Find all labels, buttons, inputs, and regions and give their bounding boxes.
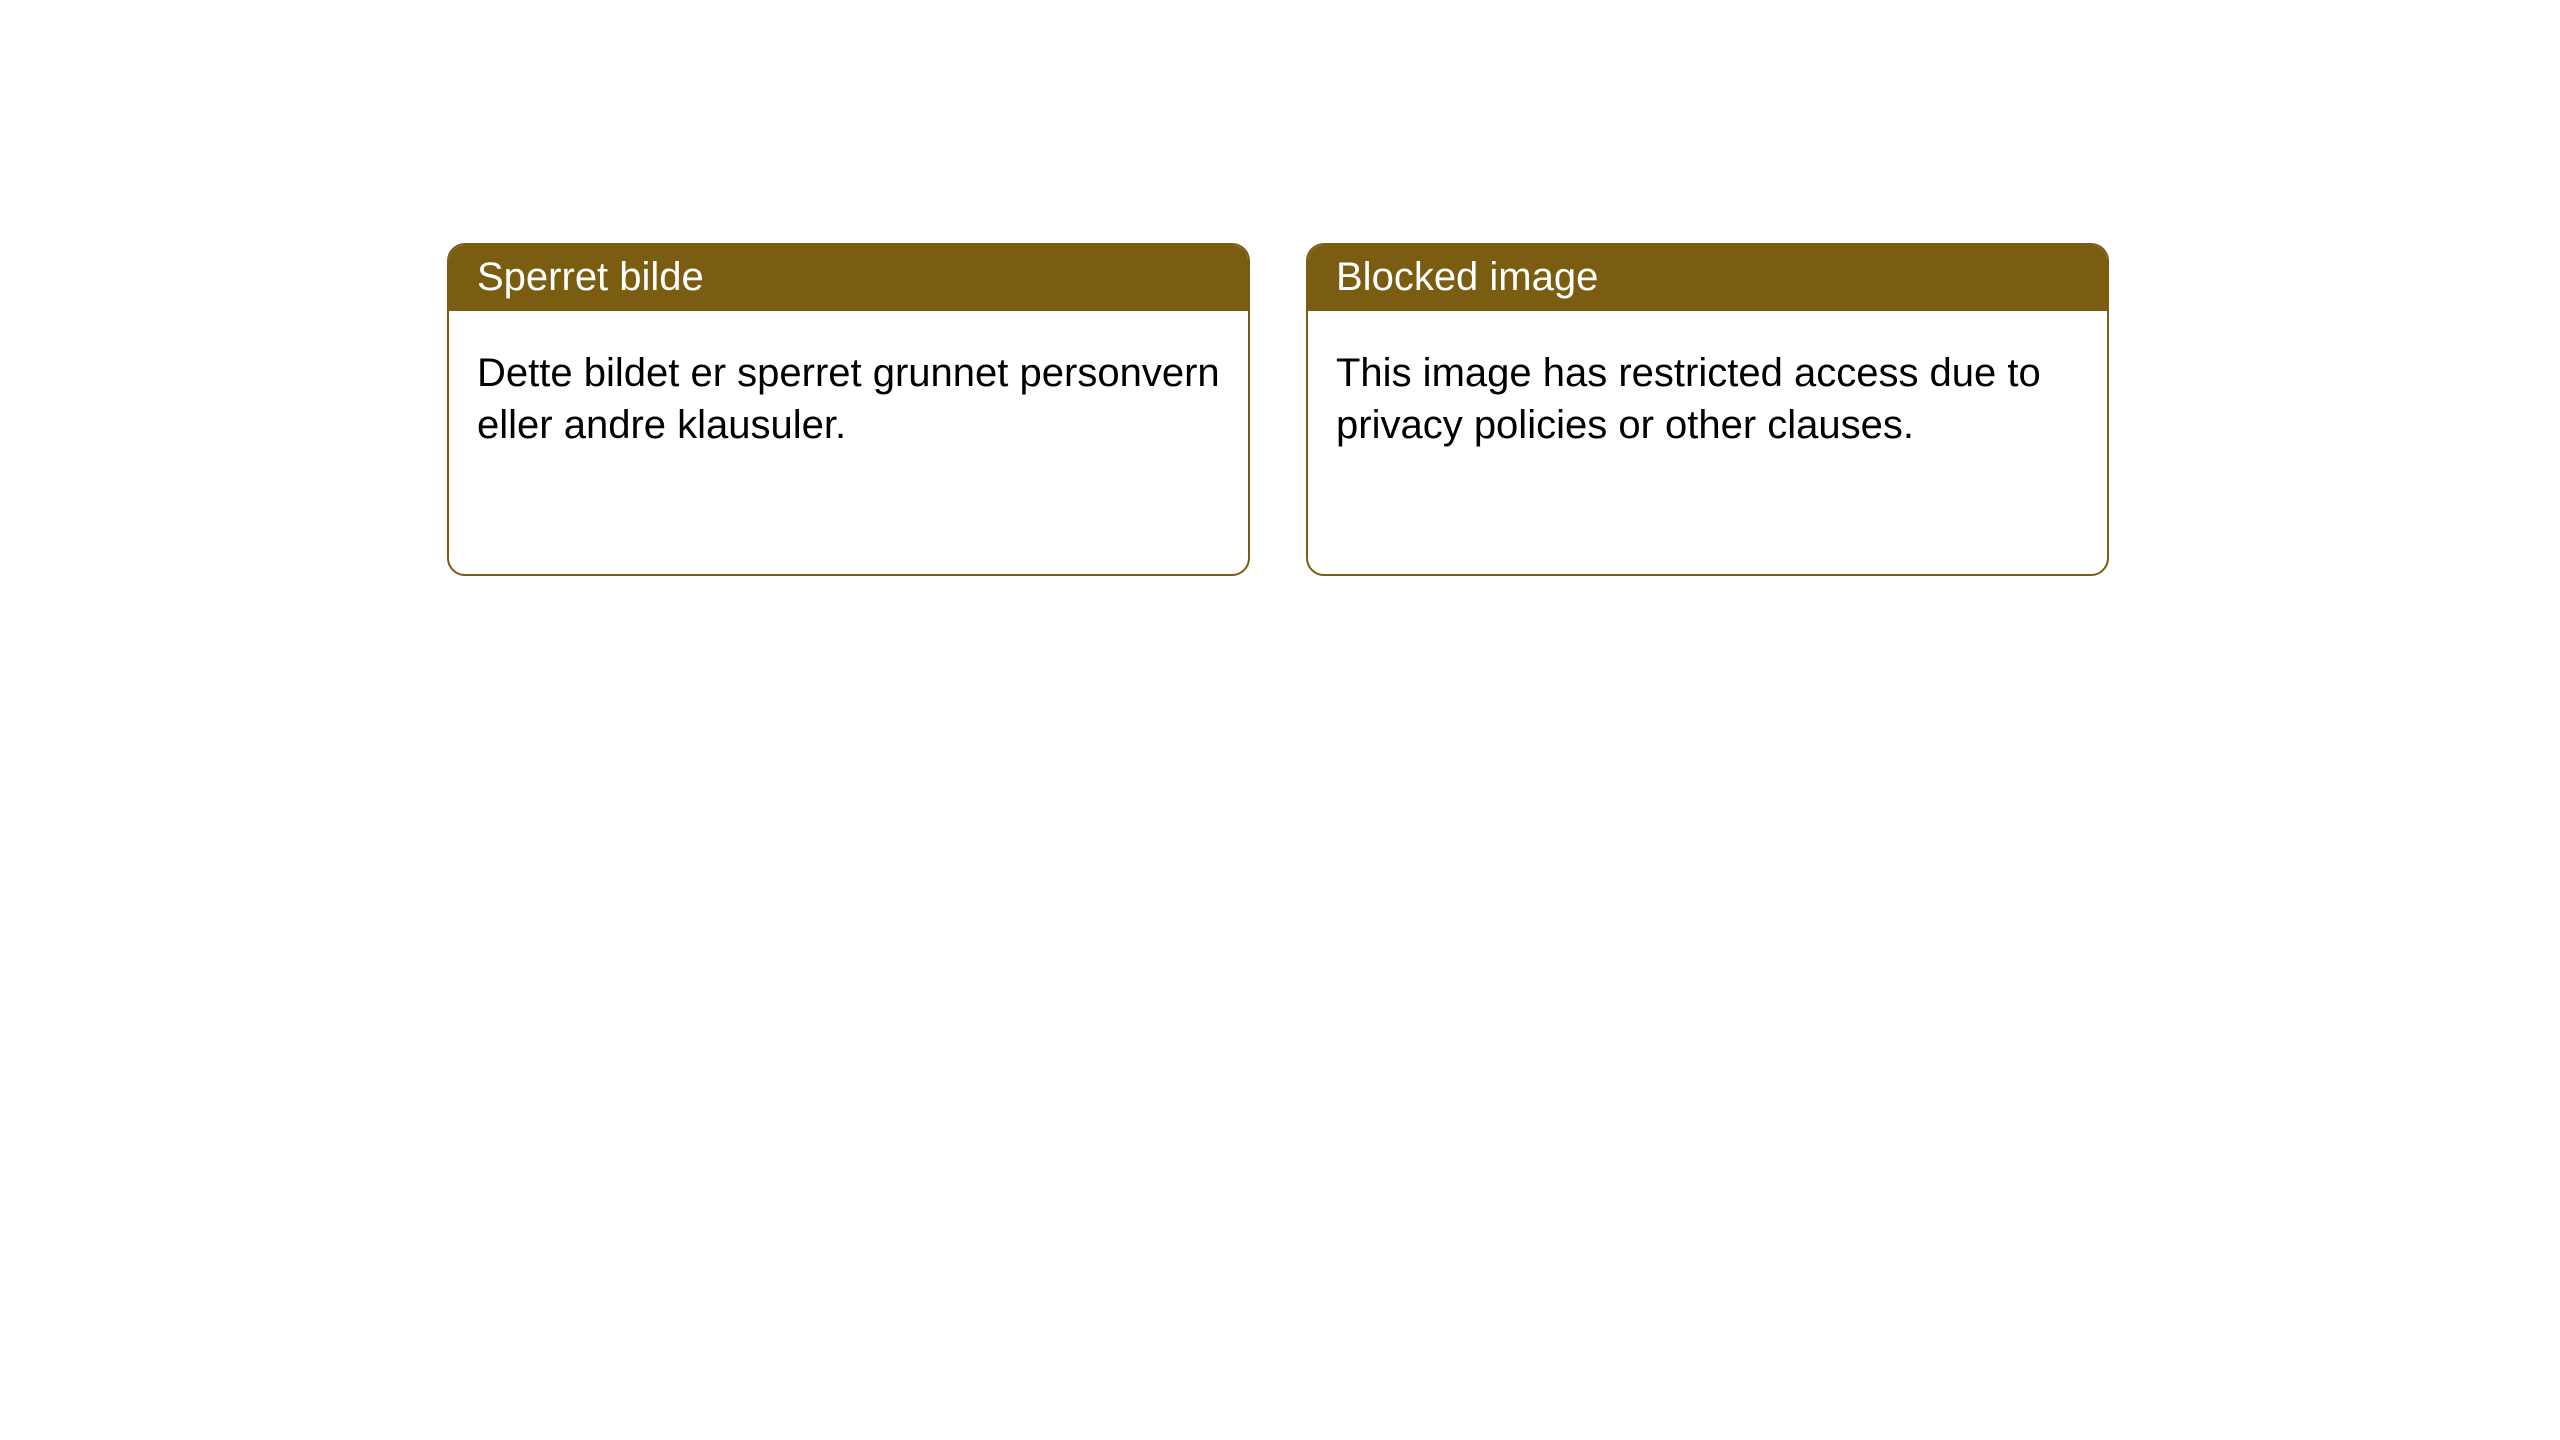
notice-card-english: Blocked image This image has restricted …	[1306, 243, 2109, 576]
notice-container: Sperret bilde Dette bildet er sperret gr…	[0, 0, 2560, 576]
card-body-norwegian: Dette bildet er sperret grunnet personve…	[449, 311, 1248, 487]
notice-card-norwegian: Sperret bilde Dette bildet er sperret gr…	[447, 243, 1250, 576]
card-header-norwegian: Sperret bilde	[449, 245, 1248, 311]
card-header-english: Blocked image	[1308, 245, 2107, 311]
card-body-english: This image has restricted access due to …	[1308, 311, 2107, 487]
